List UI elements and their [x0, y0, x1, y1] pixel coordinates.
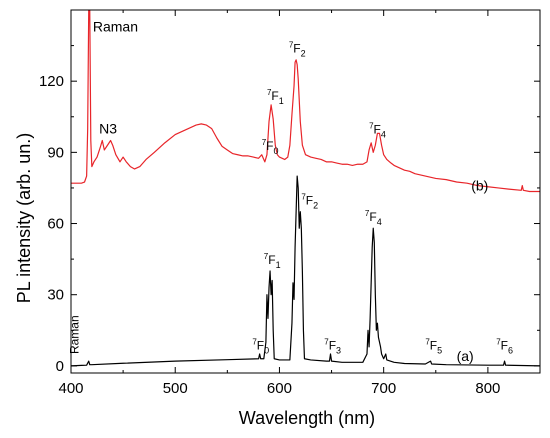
annotation-f0-b: 7F0	[262, 138, 279, 156]
x-tick-label: 500	[163, 380, 188, 397]
x-tick-label: 600	[267, 380, 292, 397]
series-line-b	[71, 10, 540, 193]
annotation-f6-a: 7F6	[496, 337, 513, 355]
x-axis-title: Wavelength (nm)	[239, 408, 375, 428]
y-axis-title: PL intensity (arb. un.)	[14, 133, 34, 303]
x-tick-label: 800	[475, 380, 500, 397]
annotation-f0-a: 7F0	[252, 337, 269, 355]
plot-frame	[70, 9, 541, 374]
annotation-f5-a: 7F5	[425, 337, 442, 355]
annotation-f3-a: 7F3	[324, 337, 341, 355]
y-tick-label: 30	[47, 287, 64, 304]
y-tick-label: 90	[47, 144, 64, 161]
annotation-raman-a: Raman	[67, 315, 81, 354]
y-tick-label: 0	[56, 358, 64, 375]
x-tick-label: 400	[58, 380, 83, 397]
annotation-f2-a: 7F2	[301, 193, 318, 211]
annotation-label-b: (b)	[471, 177, 488, 193]
annotation-f1-a: 7F1	[264, 252, 281, 270]
x-tick-label: 700	[371, 380, 396, 397]
annotation-f4-a: 7F4	[365, 209, 382, 227]
annotation-f2-b: 7F2	[289, 41, 306, 59]
y-tick-label: 60	[47, 216, 64, 233]
y-tick-label: 120	[39, 73, 64, 90]
annotation-label-a: (a)	[457, 348, 474, 364]
annotation-f4-b: 7F4	[369, 121, 386, 139]
series-line-a	[71, 175, 540, 367]
annotation-f1-b: 7F1	[267, 88, 284, 106]
annotation-n3: N3	[99, 120, 117, 136]
annotation-raman-b: Raman	[93, 18, 138, 34]
